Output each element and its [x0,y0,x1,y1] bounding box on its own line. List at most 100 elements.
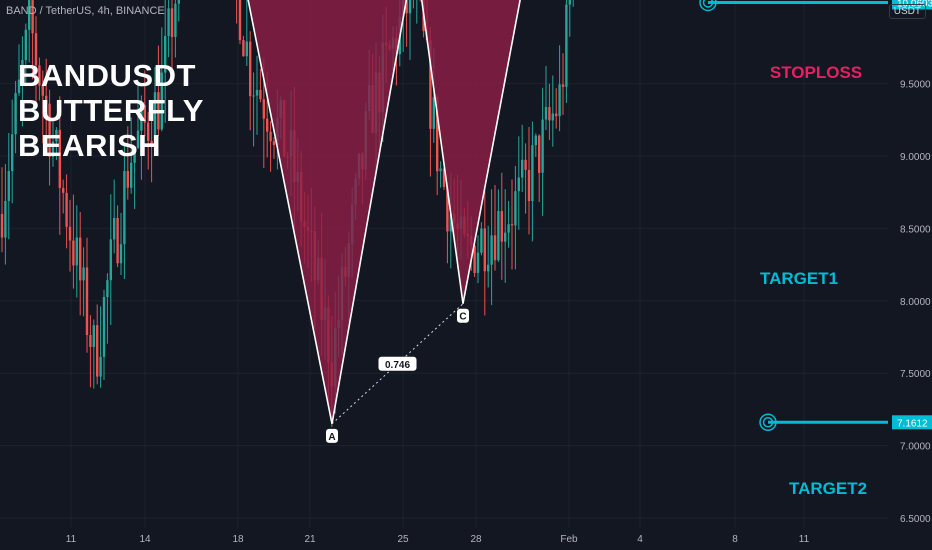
price-axis-background [888,0,932,550]
candle-body [130,162,133,188]
candle-body [85,267,89,336]
level-price-label: 7.1612 [897,418,928,429]
candle-body [544,107,548,120]
candle-body [75,237,78,266]
candle-body [252,95,255,97]
candle-body [109,239,112,281]
candle-body [89,335,92,348]
point-label-c: C [459,312,466,323]
title-line-1: BANDUSDT [18,58,196,93]
candle-body [21,60,24,80]
price-levels: STOPLOSS TARGET1 TARGET2 [699,0,888,498]
candle-body [92,325,95,348]
candle-body [473,245,476,273]
time-tick-label: 25 [397,534,409,545]
price-axis[interactable]: 6.5000 7.0000 7.5000 8.0000 8.5000 9.0000 9.50… [888,0,932,550]
candle-body [436,97,439,172]
candle-body [242,40,245,57]
candle-body [551,113,554,121]
candle-body [82,267,85,281]
price-tick-label: 7.5000 [900,369,931,380]
candle-body [490,235,493,265]
candle-body [133,147,136,163]
candle-body [534,135,537,146]
candle-body [449,213,452,232]
candle-body [558,84,561,117]
price-tick-label: 8.5000 [900,224,931,235]
candle-body [160,72,163,130]
time-tick-label: Feb [560,534,578,545]
level-label-target1: TARGET1 [760,269,838,288]
candle-body [119,244,123,264]
candle-body [504,232,507,242]
pattern-leg-ab [331,0,408,425]
candle-body [259,89,262,100]
point-label-a: A [328,432,335,443]
time-tick-label: 18 [232,534,244,545]
price-tick-label: 7.0000 [900,442,931,453]
point-label-box [457,308,469,323]
candle-body [14,93,17,135]
candle-body [439,168,442,172]
candle-body [116,217,119,264]
time-tick-label: 11 [799,534,810,545]
time-tick-label: 21 [304,534,316,545]
level-marker-inner [702,0,714,8]
candle-body [266,118,269,132]
candle-body [51,141,55,157]
candle-body [442,168,446,187]
level-price-badge [892,415,932,430]
currency-button[interactable]: USDT [888,4,926,19]
candle-body [31,0,34,34]
candle-body [164,35,167,73]
candle-body [517,177,520,192]
candle-body [170,8,174,37]
candle-body [38,65,41,86]
level-marker-inner [762,417,774,428]
candle-body [62,187,65,193]
candle-body [45,95,48,104]
candle-body [565,4,568,87]
candle-body [476,252,480,273]
ratio-label: 0.746 [385,360,410,371]
candle-body [405,0,408,14]
candle-body [41,85,44,96]
candle-body [269,131,272,142]
time-tick-label: 14 [139,534,151,545]
candle-body [541,119,544,173]
candle-body [531,145,534,202]
candle-body [548,107,551,121]
candle-body [177,0,180,4]
candle-body [527,169,531,202]
candle-body [140,105,143,131]
time-axis[interactable]: 11 14 18 21 25 28 Feb 4 8 11 [66,534,810,545]
candle-body [68,226,72,241]
chart-title: BANDUSDT BUTTERFLY BEARISH [18,58,204,163]
candle-body [11,134,14,172]
candle-body [538,135,541,173]
candle-body [480,228,483,253]
title-line-2: BUTTERFLY [18,93,204,128]
candle-body [157,92,160,130]
candle-body [167,8,170,36]
candle-body [429,40,432,129]
candle-body [126,170,129,188]
time-tick-label: 8 [732,534,738,545]
candle-body [147,122,150,141]
level-marker-outer [759,413,777,432]
level-marker-outer [699,0,717,12]
candle-body [150,140,153,147]
candle-body [0,213,4,238]
candle-body [58,129,61,188]
candle-body [561,84,565,87]
candle-body [272,141,276,146]
candle-body [113,217,116,240]
candle-body [507,224,510,233]
candle-body [17,79,21,94]
candle-body [99,356,102,377]
candle-body [102,297,106,357]
level-label-stoploss: STOPLOSS [770,63,862,82]
candle-body [446,186,449,232]
candle-body [153,92,157,147]
